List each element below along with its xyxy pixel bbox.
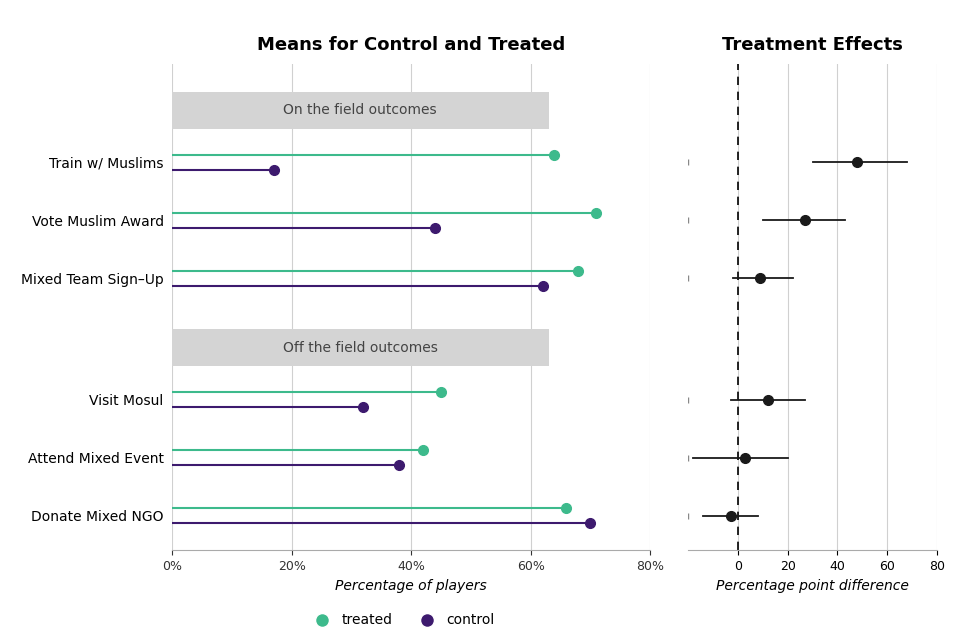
Legend: treated, control: treated, control xyxy=(303,608,500,633)
Bar xyxy=(172,92,549,129)
Title: Means for Control and Treated: Means for Control and Treated xyxy=(257,36,565,54)
Text: Off the field outcomes: Off the field outcomes xyxy=(283,340,438,355)
Text: On the field outcomes: On the field outcomes xyxy=(284,103,437,117)
Title: Treatment Effects: Treatment Effects xyxy=(722,36,903,54)
X-axis label: Percentage of players: Percentage of players xyxy=(336,579,487,593)
X-axis label: Percentage point difference: Percentage point difference xyxy=(716,579,909,593)
Bar xyxy=(172,329,549,366)
